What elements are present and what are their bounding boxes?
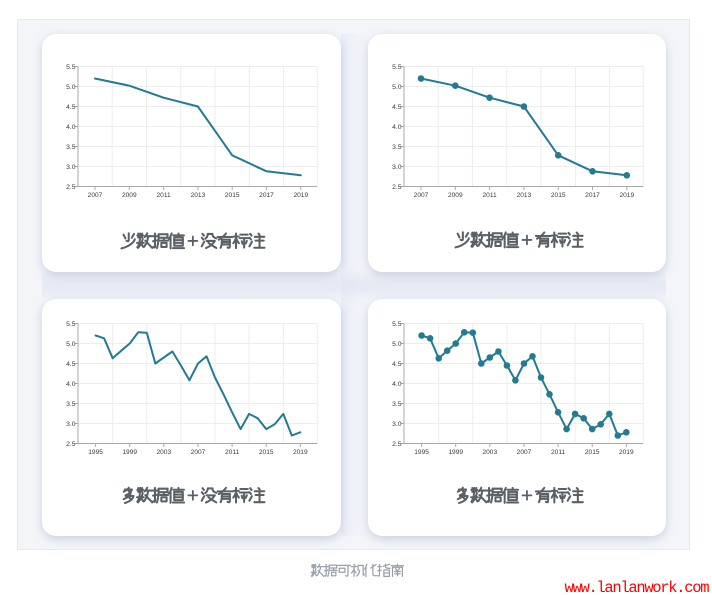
svg-text:3.0: 3.0	[66, 164, 76, 171]
svg-text:2.5: 2.5	[66, 184, 76, 191]
svg-text:2015: 2015	[225, 192, 240, 199]
svg-text:4.5: 4.5	[392, 361, 402, 368]
svg-text:2.5: 2.5	[392, 184, 402, 191]
svg-text:3.0: 3.0	[392, 164, 402, 171]
svg-text:2019: 2019	[619, 192, 634, 199]
svg-text:4.0: 4.0	[66, 381, 76, 388]
svg-text:5.0: 5.0	[392, 84, 402, 91]
svg-text:2003: 2003	[156, 449, 171, 456]
svg-text:2009: 2009	[122, 192, 137, 199]
svg-text:2013: 2013	[517, 192, 532, 199]
svg-text:2007: 2007	[414, 192, 429, 199]
svg-text:2015: 2015	[585, 449, 600, 456]
svg-text:2007: 2007	[88, 192, 103, 199]
svg-text:5.5: 5.5	[66, 64, 76, 71]
svg-text:2011: 2011	[551, 449, 566, 456]
svg-text:5.0: 5.0	[392, 341, 402, 348]
svg-text:4.5: 4.5	[66, 104, 76, 111]
svg-text:2007: 2007	[517, 449, 532, 456]
svg-text:3.0: 3.0	[66, 421, 76, 428]
svg-text:4.5: 4.5	[66, 361, 76, 368]
svg-text:2011: 2011	[225, 449, 240, 456]
svg-text:5.5: 5.5	[66, 321, 76, 328]
svg-text:1995: 1995	[414, 449, 429, 456]
svg-text:2015: 2015	[259, 449, 274, 456]
svg-text:5.5: 5.5	[392, 321, 402, 328]
svg-text:2017: 2017	[259, 192, 274, 199]
svg-text:2017: 2017	[585, 192, 600, 199]
svg-text:4.5: 4.5	[392, 104, 402, 111]
svg-text:1995: 1995	[88, 449, 103, 456]
svg-text:1999: 1999	[122, 449, 137, 456]
svg-text:2019: 2019	[619, 449, 634, 456]
svg-text:2009: 2009	[448, 192, 463, 199]
svg-text:3.5: 3.5	[66, 144, 76, 151]
svg-text:5.0: 5.0	[66, 341, 76, 348]
svg-text:4.0: 4.0	[66, 124, 76, 131]
svg-text:3.5: 3.5	[66, 401, 76, 408]
svg-text:5.5: 5.5	[392, 64, 402, 71]
svg-text:www.lanlanwork.com: www.lanlanwork.com	[565, 579, 710, 595]
svg-text:5.0: 5.0	[66, 84, 76, 91]
svg-text:4.0: 4.0	[392, 381, 402, 388]
svg-text:3.5: 3.5	[392, 401, 402, 408]
svg-text:4.0: 4.0	[392, 124, 402, 131]
svg-text:2019: 2019	[293, 449, 308, 456]
svg-text:2013: 2013	[191, 192, 206, 199]
svg-text:2019: 2019	[293, 192, 308, 199]
svg-text:2015: 2015	[551, 192, 566, 199]
svg-text:2011: 2011	[483, 192, 498, 199]
svg-text:2007: 2007	[191, 449, 206, 456]
svg-text:2.5: 2.5	[392, 441, 402, 448]
svg-text:2.5: 2.5	[66, 441, 76, 448]
svg-text:2003: 2003	[482, 449, 497, 456]
svg-text:3.5: 3.5	[392, 144, 402, 151]
svg-text:2011: 2011	[157, 192, 172, 199]
svg-text:1999: 1999	[448, 449, 463, 456]
svg-text:3.0: 3.0	[392, 421, 402, 428]
